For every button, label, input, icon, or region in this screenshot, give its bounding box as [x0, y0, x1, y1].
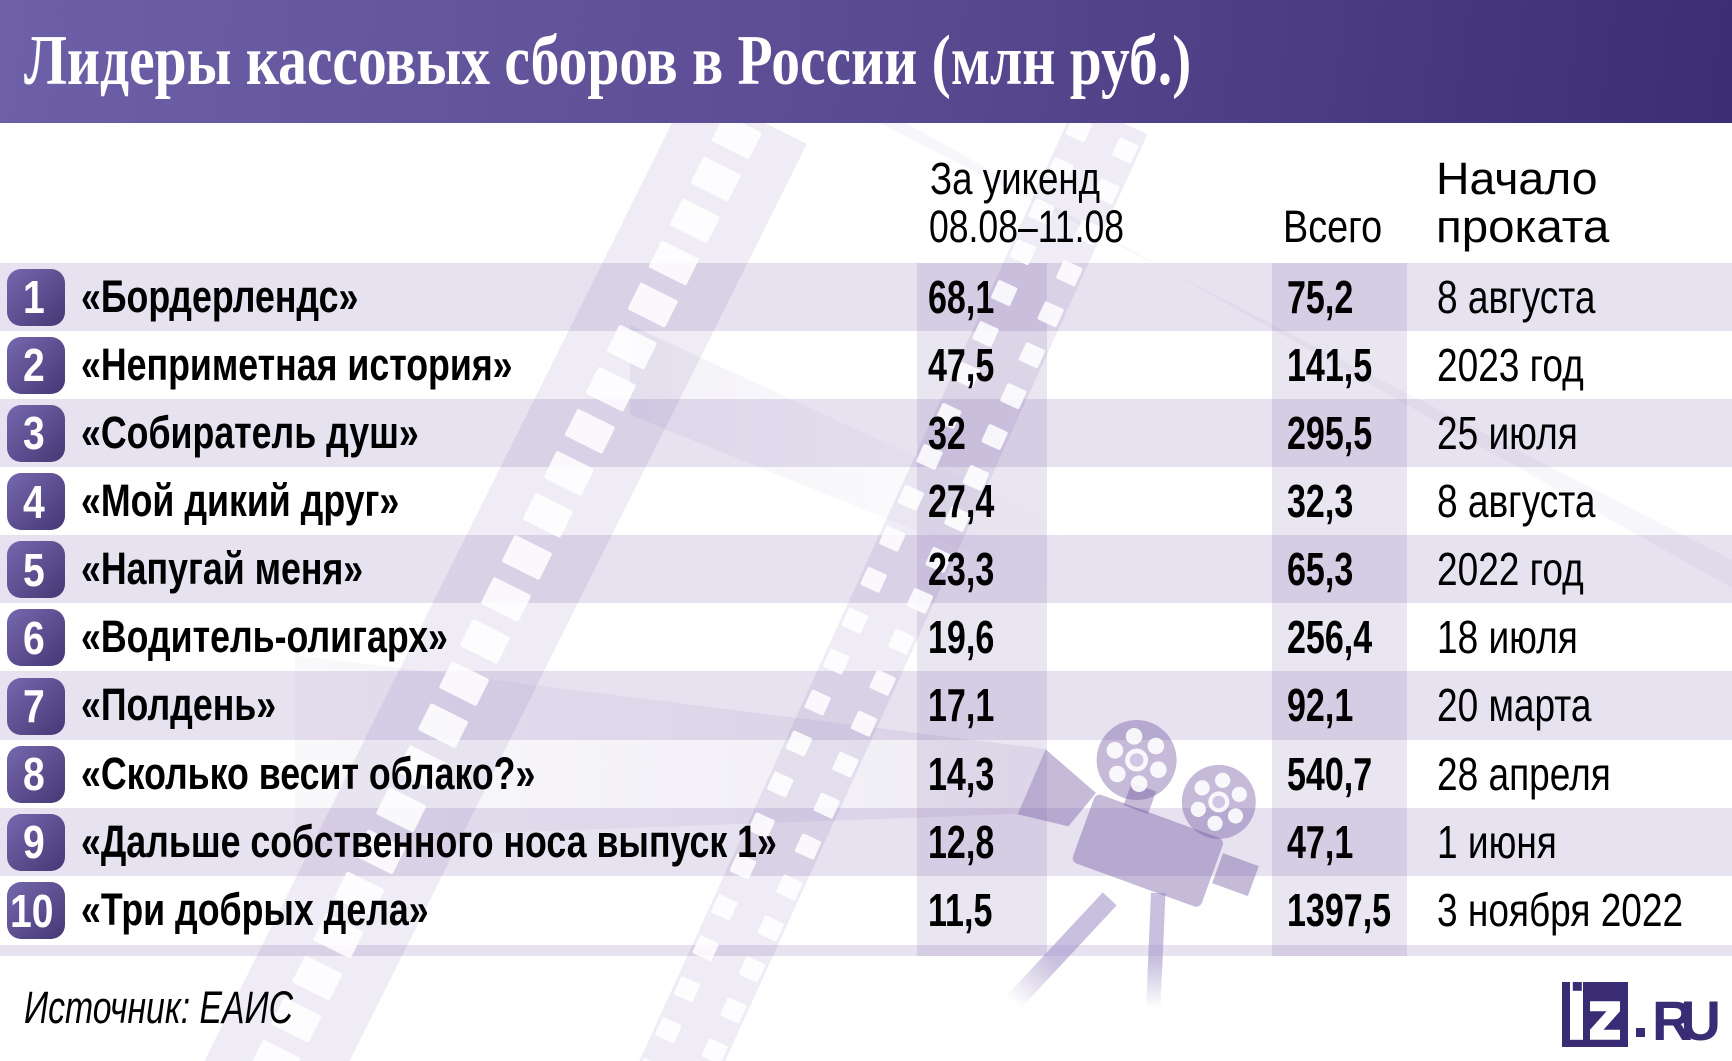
svg-text:RU: RU: [1652, 989, 1721, 1052]
